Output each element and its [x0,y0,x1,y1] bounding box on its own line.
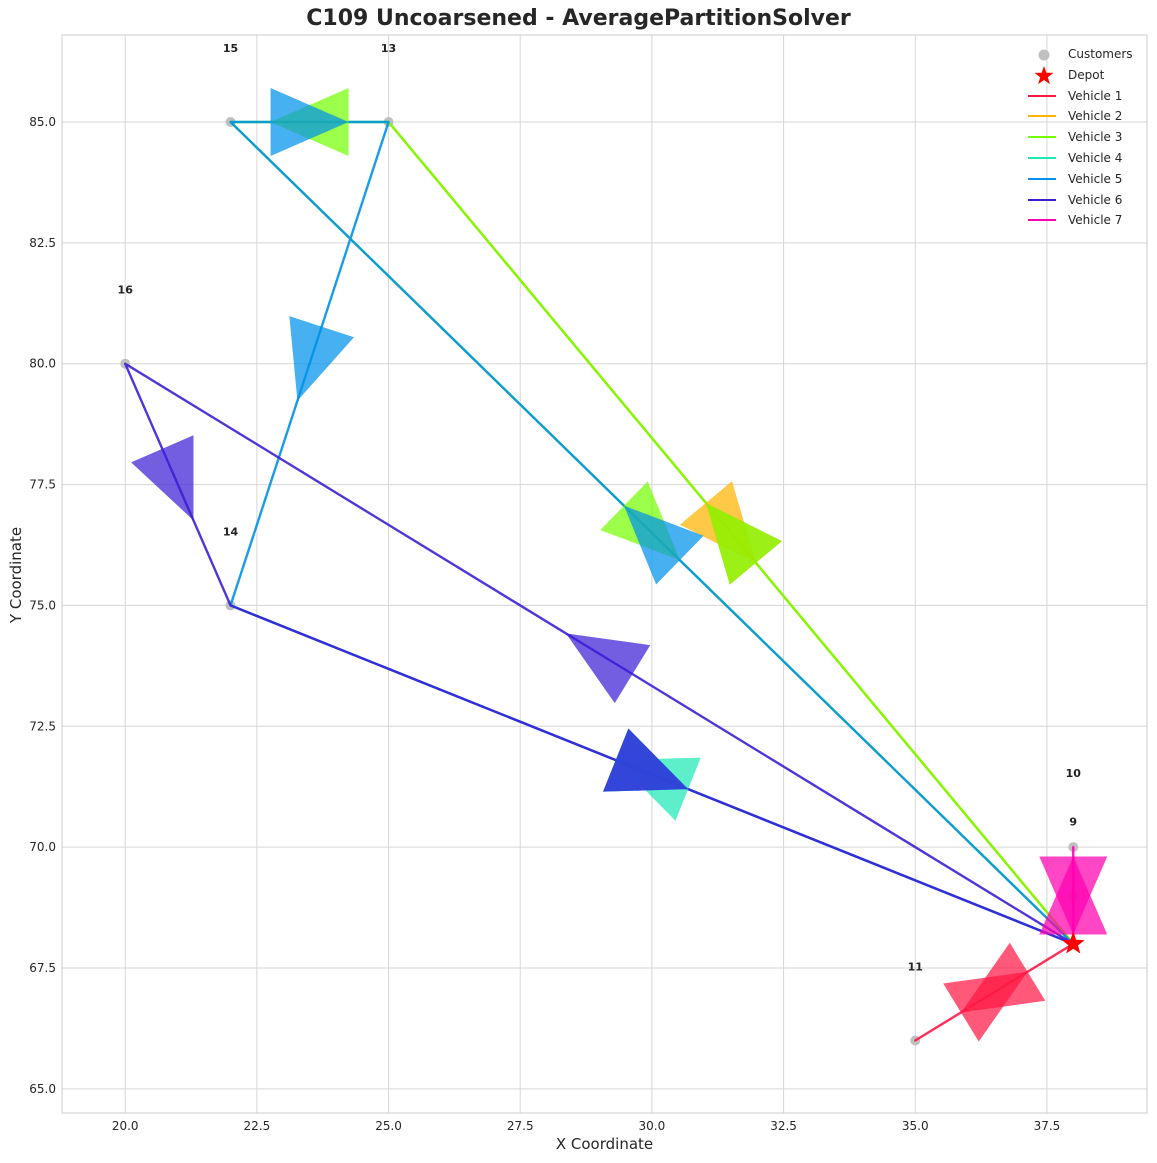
legend-item-vehicle-2: Vehicle 2 [1026,106,1144,127]
x-tick-label: 32.5 [770,1119,797,1133]
direction-arrow [943,971,1028,1042]
plot-background [62,35,1147,1113]
legend-item-vehicle-4: Vehicle 4 [1026,148,1144,169]
direction-arrow [565,633,651,704]
legend-item-depot: Depot [1026,65,1144,86]
y-tick-label: 67.5 [29,961,56,975]
depot-star [1061,931,1085,954]
legend-item-vehicle-3: Vehicle 3 [1026,127,1144,148]
legend-line-vehicle-5 [1028,177,1056,180]
legend-line-vehicle-4 [1028,156,1056,159]
y-tick-label: 70.0 [29,840,56,854]
legend-line-vehicle-3 [1028,136,1056,139]
x-tick-label: 25.0 [375,1119,402,1133]
legend-item-vehicle-5: Vehicle 5 [1026,169,1144,190]
legend-label: Vehicle 5 [1068,171,1123,186]
direction-arrow [603,728,689,792]
direction-arrow [131,435,194,521]
legend-item-vehicle-7: Vehicle 7 [1026,210,1144,231]
chart-title: C109 Uncoarsened - AveragePartitionSolve… [306,6,851,31]
direction-arrow [289,316,354,401]
plot-frame [61,34,1148,1114]
direction-arrow [623,505,704,585]
x-tick-label: 35.0 [902,1119,929,1133]
y-tick-label: 80.0 [29,357,56,371]
x-axis-label: X Coordinate [555,1135,654,1153]
x-tick-label: 22.5 [244,1119,271,1133]
y-tick-label: 72.5 [29,719,56,733]
y-tick-label: 82.5 [29,236,56,250]
x-tick-label: 20.0 [112,1119,139,1133]
legend-item-vehicle-1: Vehicle 1 [1026,86,1144,107]
y-axis-label: Y Coordinate [7,526,25,624]
customer-label: 10 [1066,767,1082,780]
customer-label: 13 [381,42,396,55]
legend: Customers Depot Vehicle 1 Vehicle 2 Vehi… [1026,44,1144,231]
legend-label: Vehicle 4 [1068,150,1123,165]
legend-label: Customers [1068,47,1133,61]
legend-label: Vehicle 6 [1068,192,1123,207]
y-tick-label: 75.0 [29,598,56,612]
legend-line-vehicle-1 [1028,94,1056,97]
x-tick-label: 27.5 [507,1119,534,1133]
legend-line-vehicle-7 [1028,219,1056,222]
x-tick-label: 30.0 [639,1119,666,1133]
direction-arrow [705,502,782,585]
legend-item-customers: Customers [1026,44,1144,65]
customer-label: 14 [223,525,239,538]
legend-label: Vehicle 3 [1068,130,1123,145]
legend-label: Depot [1068,67,1105,82]
legend-item-vehicle-6: Vehicle 6 [1026,190,1144,211]
customer-label: 15 [223,42,238,55]
x-tick-label: 37.5 [1034,1119,1061,1133]
legend-line-vehicle-2 [1028,115,1056,118]
customer-label: 16 [118,284,134,297]
legend-label: Vehicle 7 [1068,213,1123,228]
legend-marker-customers [1038,49,1050,61]
y-tick-label: 85.0 [29,115,56,129]
direction-arrow [1039,856,1108,935]
y-tick-label: 65.0 [29,1082,56,1096]
legend-label: Vehicle 1 [1068,88,1123,103]
star-icon [1034,65,1054,84]
legend-label: Vehicle 2 [1068,109,1123,124]
legend-line-vehicle-6 [1028,198,1056,201]
y-tick-label: 77.5 [29,478,56,492]
customer-label: 11 [908,960,923,973]
direction-arrow [270,88,349,157]
customer-label: 9 [1069,815,1077,828]
